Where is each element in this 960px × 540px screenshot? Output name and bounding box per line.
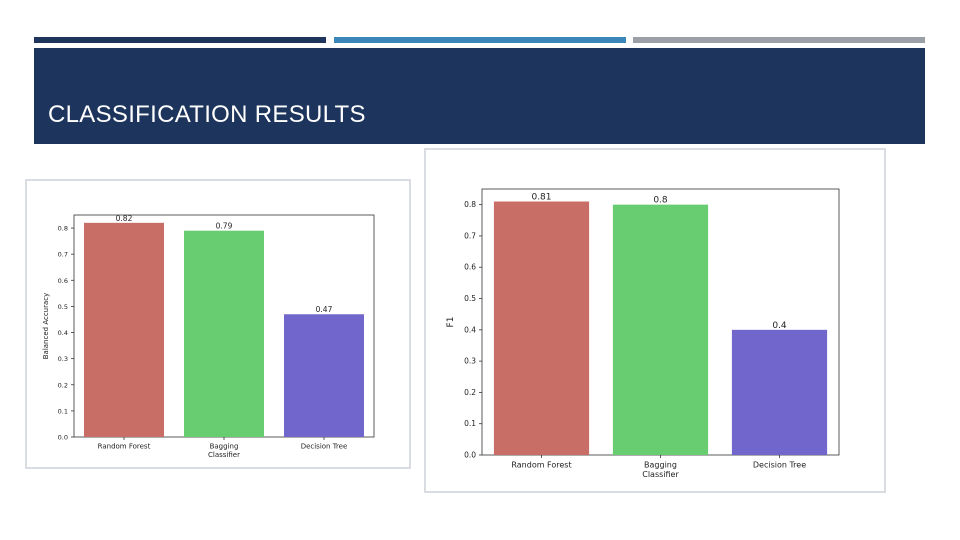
bar-value-label: 0.4 bbox=[772, 321, 787, 331]
x-tick-label: Bagging Classifier bbox=[642, 461, 679, 480]
x-tick-label: Random Forest bbox=[98, 443, 151, 451]
y-tick-label: 0.0 bbox=[58, 434, 68, 442]
y-tick-label: 0.0 bbox=[464, 451, 476, 460]
bar bbox=[284, 314, 364, 437]
x-tick-label: Decision Tree bbox=[753, 461, 806, 470]
y-axis-label: Balanced Accuracy bbox=[42, 293, 50, 360]
x-tick-label: Bagging Classifier bbox=[208, 443, 240, 460]
accent-stripe-navy bbox=[34, 37, 326, 43]
y-tick-label: 0.1 bbox=[58, 407, 68, 415]
bar bbox=[612, 204, 709, 455]
f1-chart-frame: 0.0 0.1 0.2 0.3 0.4 0.5 0.6 0.7 0.8 F1 0.81 Random … bbox=[424, 148, 886, 493]
x-tick-label: Decision Tree bbox=[301, 443, 348, 451]
bar bbox=[731, 329, 828, 455]
bar bbox=[84, 222, 164, 437]
y-tick-label: 0.5 bbox=[464, 294, 476, 303]
y-tick-label: 0.2 bbox=[464, 388, 476, 397]
balanced-accuracy-chart-frame: 0.0 0.1 0.2 0.3 0.4 0.5 0.6 0.7 0.8 Balanced Accu… bbox=[25, 179, 411, 469]
y-tick-label: 0.5 bbox=[58, 303, 68, 311]
bar bbox=[184, 230, 264, 437]
y-axis-label: F1 bbox=[446, 317, 456, 328]
title-banner: CLASSIFICATION RESULTS bbox=[34, 48, 925, 144]
bar-value-label: 0.82 bbox=[116, 214, 133, 223]
y-tick-label: 0.7 bbox=[464, 231, 476, 240]
bar bbox=[493, 201, 590, 455]
y-tick-label: 0.1 bbox=[464, 419, 476, 428]
bar-value-label: 0.8 bbox=[653, 196, 668, 206]
bar-value-label: 0.81 bbox=[531, 193, 551, 203]
accent-stripe-gray bbox=[633, 37, 925, 43]
x-tick-label: Random Forest bbox=[511, 461, 571, 470]
balanced-accuracy-chart: 0.0 0.1 0.2 0.3 0.4 0.5 0.6 0.7 0.8 Balanced Accu… bbox=[42, 214, 375, 460]
f1-chart: 0.0 0.1 0.2 0.3 0.4 0.5 0.6 0.7 0.8 F1 0.81 Random … bbox=[446, 188, 840, 480]
y-tick-label: 0.6 bbox=[58, 277, 68, 285]
y-tick-label: 0.7 bbox=[58, 251, 68, 259]
y-tick-label: 0.2 bbox=[58, 381, 68, 389]
y-tick-label: 0.3 bbox=[464, 357, 476, 366]
slide-title: CLASSIFICATION RESULTS bbox=[48, 101, 366, 128]
y-tick-label: 0.3 bbox=[58, 355, 68, 363]
y-tick-label: 0.4 bbox=[464, 325, 476, 334]
y-tick-label: 0.6 bbox=[464, 263, 476, 272]
bar-value-label: 0.79 bbox=[216, 222, 233, 231]
y-tick-label: 0.4 bbox=[58, 329, 68, 337]
accent-stripe-blue bbox=[334, 37, 626, 43]
y-tick-label: 0.8 bbox=[58, 225, 68, 233]
bar-value-label: 0.47 bbox=[316, 305, 333, 314]
y-tick-label: 0.8 bbox=[464, 200, 476, 209]
